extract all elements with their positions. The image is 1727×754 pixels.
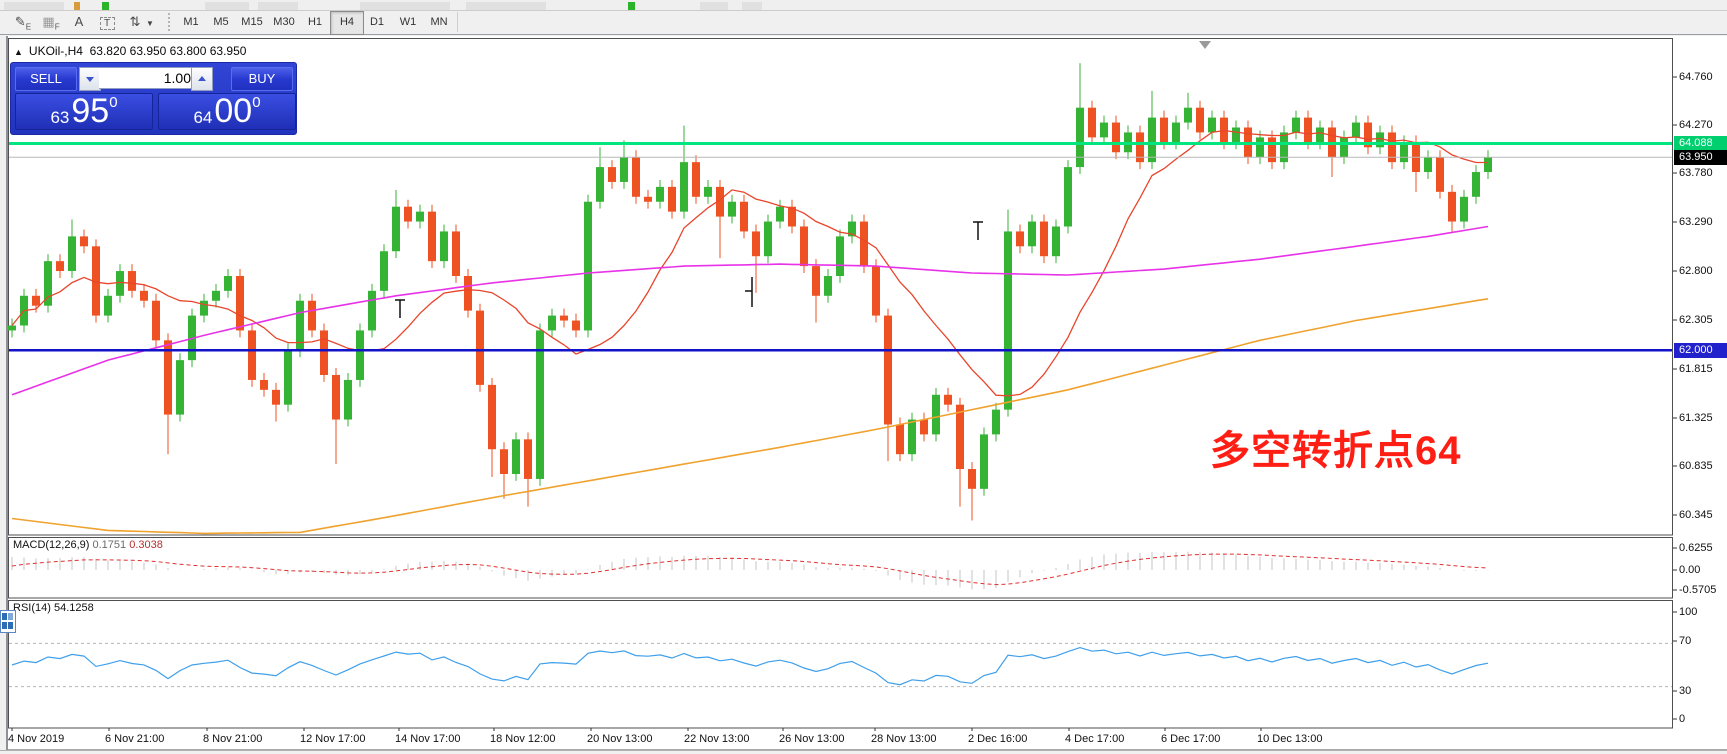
text-label-icon[interactable]: A: [74, 14, 84, 29]
toolbar-fragment: [700, 2, 728, 10]
rsi-scale-label: 100: [1679, 605, 1698, 618]
symbol-ohlc-header[interactable]: ▲ UKOil-,H4 63.820 63.950 63.800 63.950: [14, 44, 246, 58]
price-scale-label: 62.800: [1679, 264, 1713, 277]
drawing-and-timeframe-toolbar: ✎E ▦F A T ⇅ ▼ M1 M5 M15 M30 H1 H4 D1 W1 MN: [0, 11, 1727, 35]
timeframe-button-d1[interactable]: D1: [369, 16, 385, 28]
date-axis-label: 8 Nov 21:00: [203, 733, 263, 745]
sell-price-big: 95: [71, 92, 110, 130]
macd-scale-label: 0.00: [1679, 563, 1701, 576]
toolbar-divider: [457, 12, 458, 32]
arrange-arrows-icon[interactable]: ⇅: [129, 14, 141, 29]
floating-panel-fragment-icon[interactable]: [0, 610, 16, 633]
toolbar-fragment: [205, 2, 249, 10]
timeframe-button-m5[interactable]: M5: [213, 16, 229, 28]
draw-styles-icon[interactable]: ✎E: [14, 14, 32, 32]
toolbar-grip[interactable]: [168, 13, 173, 31]
rsi-scale-label: 70: [1679, 634, 1692, 647]
sell-price-small: 63: [50, 108, 70, 127]
price-scale-label: 61.815: [1679, 362, 1713, 375]
toolbar-fragment: [742, 2, 762, 10]
chevron-down-icon[interactable]: ▼: [146, 19, 154, 28]
price-line-label: 62.000: [1674, 342, 1727, 358]
date-axis-label: 6 Nov 21:00: [105, 733, 165, 745]
price-scale-label: 60.345: [1679, 508, 1713, 521]
sell-price-sup: 0: [109, 94, 118, 111]
toolbar-fragment: [466, 2, 546, 10]
price-scale-label: 64.760: [1679, 70, 1713, 83]
volume-input[interactable]: [99, 67, 197, 89]
timeframe-button-m30[interactable]: M30: [273, 16, 295, 28]
date-axis-label: 28 Nov 13:00: [871, 733, 937, 745]
timeframe-button-w1[interactable]: W1: [399, 16, 417, 28]
toolbar-fragment: [74, 2, 80, 10]
buy-price-small: 64: [193, 108, 213, 127]
toolbar-fragment: [628, 2, 635, 10]
price-line-label: 63.950: [1674, 149, 1727, 165]
triangle-down-icon: [86, 77, 94, 82]
macd-scale-label: -0.5705: [1679, 583, 1717, 596]
chart-window: ▲ UKOil-,H4 63.820 63.950 63.800 63.950 S…: [8, 36, 1727, 750]
date-axis-label: 4 Nov 2019: [8, 733, 65, 745]
triangle-up-icon: [198, 76, 206, 81]
rsi-indicator-label: RSI(14) 54.1258: [13, 602, 94, 614]
chart-window-border: [6, 36, 8, 750]
date-axis-label: 2 Dec 16:00: [968, 733, 1028, 745]
timeframe-button-h4[interactable]: H4: [330, 11, 364, 35]
price-line-label: 64.088: [1674, 136, 1727, 152]
price-scale-label: 64.270: [1679, 118, 1713, 131]
chart-annotation-text[interactable]: 多空转折点64: [1210, 429, 1462, 473]
symbol-name: UKOil-,H4: [28, 44, 83, 58]
macd-indicator-label: MACD(12,26,9) 0.1751 0.3038: [13, 539, 163, 551]
date-axis-label: 4 Dec 17:00: [1065, 733, 1125, 745]
date-axis-label: 20 Nov 13:00: [587, 733, 653, 745]
buy-button[interactable]: BUY: [231, 67, 293, 91]
toolbar-fragment: [360, 2, 450, 10]
date-axis-label: 26 Nov 13:00: [779, 733, 845, 745]
ohlc-quotes: 63.820 63.950 63.800 63.950: [89, 44, 247, 58]
volume-increase-button[interactable]: [191, 67, 213, 91]
toolbar-fragment: [258, 2, 298, 10]
timeframe-button-mn[interactable]: MN: [430, 16, 448, 28]
chart-canvas[interactable]: [8, 36, 1727, 750]
price-scale-label: 61.325: [1679, 411, 1713, 424]
buy-price-big: 00: [214, 92, 253, 130]
price-scale-label: 63.780: [1679, 166, 1713, 179]
sell-price-box[interactable]: 63 95 0: [15, 93, 153, 130]
toolbar-fragment: [102, 2, 109, 10]
date-axis-label: 14 Nov 17:00: [395, 733, 461, 745]
text-box-icon[interactable]: T: [94, 11, 120, 32]
price-scale-label: 62.305: [1679, 313, 1713, 326]
rsi-scale-label: 30: [1679, 684, 1692, 697]
price-scale-label: 63.290: [1679, 215, 1713, 228]
status-bar-fragment: [0, 750, 1727, 754]
grid-properties-icon[interactable]: ▦F: [42, 14, 60, 32]
collapse-arrow-icon[interactable]: ▲: [14, 47, 23, 57]
sell-button[interactable]: SELL: [15, 67, 77, 91]
timeframe-button-h1[interactable]: H1: [307, 16, 323, 28]
toolbar-fragment: [4, 2, 64, 10]
date-axis-label: 10 Dec 13:00: [1257, 733, 1323, 745]
timeframe-button-m1[interactable]: M1: [183, 16, 199, 28]
price-scale-label: 60.835: [1679, 459, 1713, 472]
buy-price-sup: 0: [252, 94, 261, 111]
date-axis-label: 18 Nov 12:00: [490, 733, 556, 745]
date-axis-label: 6 Dec 17:00: [1161, 733, 1221, 745]
macd-scale-label: 0.6255: [1679, 541, 1713, 554]
rsi-scale-label: 0: [1679, 712, 1686, 725]
date-axis-label: 12 Nov 17:00: [300, 733, 366, 745]
buy-price-box[interactable]: 64 00 0: [158, 93, 296, 130]
date-axis-label: 22 Nov 13:00: [684, 733, 750, 745]
volume-decrease-button[interactable]: [79, 67, 101, 91]
clipped-upper-toolbar: [0, 0, 1727, 11]
timeframe-button-m15[interactable]: M15: [241, 16, 263, 28]
